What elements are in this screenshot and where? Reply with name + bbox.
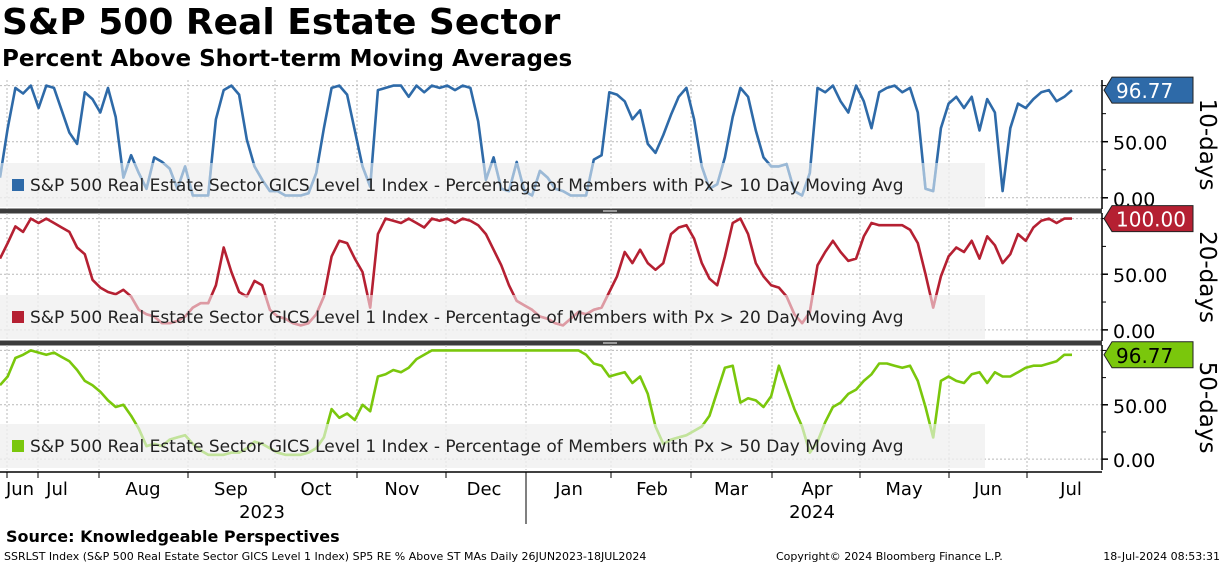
- legend-swatch: [12, 311, 24, 323]
- x-tick-label: Aug: [125, 479, 160, 500]
- x-tick-label: Jun: [973, 479, 1002, 500]
- x-tick-label: Apr: [801, 479, 833, 500]
- panel-separator: [0, 340, 1102, 346]
- legend-label: S&P 500 Real Estate Sector GICS Level 1 …: [30, 176, 904, 196]
- x-tick-label: Nov: [384, 479, 419, 500]
- panel-50-days: S&P 500 Real Estate Sector GICS Level 1 …: [0, 341, 1220, 472]
- series-line-faded: [113, 295, 938, 327]
- last-value-callout: [1103, 341, 1194, 369]
- panel-10-days: S&P 500 Real Estate Sector GICS Level 1 …: [0, 76, 1220, 211]
- legend-label: S&P 500 Real Estate Sector GICS Level 1 …: [30, 437, 904, 457]
- legend-label: S&P 500 Real Estate Sector GICS Level 1 …: [30, 308, 904, 328]
- series-line-faded: [0, 163, 938, 197]
- legend-box: [0, 163, 985, 207]
- y-tick-label: 0.00: [1113, 450, 1155, 472]
- last-value-label: 100.00: [1116, 208, 1186, 232]
- separator-handle: [603, 210, 617, 212]
- y-tick-label: 0.00: [1113, 321, 1155, 343]
- separator-handle: [603, 342, 617, 344]
- panel-20-days: S&P 500 Real Estate Sector GICS Level 1 …: [0, 205, 1220, 343]
- legend-swatch: [12, 179, 24, 191]
- panel-side-label: 20-days: [1194, 231, 1220, 323]
- x-year-label: 2024: [789, 502, 835, 523]
- last-value-label: 96.77: [1116, 344, 1173, 368]
- y-tick-label: 50.00: [1113, 133, 1167, 155]
- last-value-callout: [1103, 205, 1194, 233]
- chart-panels: S&P 500 Real Estate Sector GICS Level 1 …: [0, 76, 1220, 472]
- x-tick-label: Jun: [5, 479, 34, 500]
- x-tick-label: Jul: [1059, 479, 1082, 500]
- y-tick-label: 50.00: [1113, 265, 1167, 287]
- chart-subtitle: Percent Above Short-term Moving Averages: [2, 46, 573, 72]
- x-tick-label: Oct: [300, 479, 331, 500]
- x-tick-label: Sep: [214, 479, 248, 500]
- last-value-label: 96.77: [1116, 79, 1173, 103]
- panel-separator: [0, 208, 1102, 214]
- x-tick-label: Mar: [714, 479, 749, 500]
- x-tick-label: Dec: [467, 479, 502, 500]
- x-tick-label: Jul: [45, 479, 68, 500]
- x-tick-label: May: [885, 479, 923, 500]
- panel-side-label: 50-days: [1194, 362, 1220, 454]
- series-line-faded: [134, 424, 937, 457]
- copyright-note: Copyright© 2024 Bloomberg Finance L.P.: [776, 550, 1003, 563]
- x-year-label: 2023: [239, 502, 285, 523]
- timestamp: 18-Jul-2024 08:53:31: [1103, 550, 1220, 563]
- y-tick-label: 50.00: [1113, 396, 1167, 418]
- x-tick-label: Feb: [636, 479, 668, 500]
- x-tick-label: Jan: [554, 479, 583, 500]
- last-value-callout: [1103, 76, 1194, 104]
- legend-box: [0, 295, 985, 339]
- chart-title: S&P 500 Real Estate Sector: [2, 2, 561, 43]
- panel-side-label: 10-days: [1194, 99, 1220, 191]
- legend-swatch: [12, 440, 24, 452]
- source-note: Source: Knowledgeable Perspectives: [6, 527, 340, 546]
- ticker-line: SSRLST Index (S&P 500 Real Estate Sector…: [4, 550, 647, 563]
- x-axis: Jun Jul Aug Sep Oct Nov Dec Jan Feb Mar Apr May Jun J…: [0, 471, 1102, 524]
